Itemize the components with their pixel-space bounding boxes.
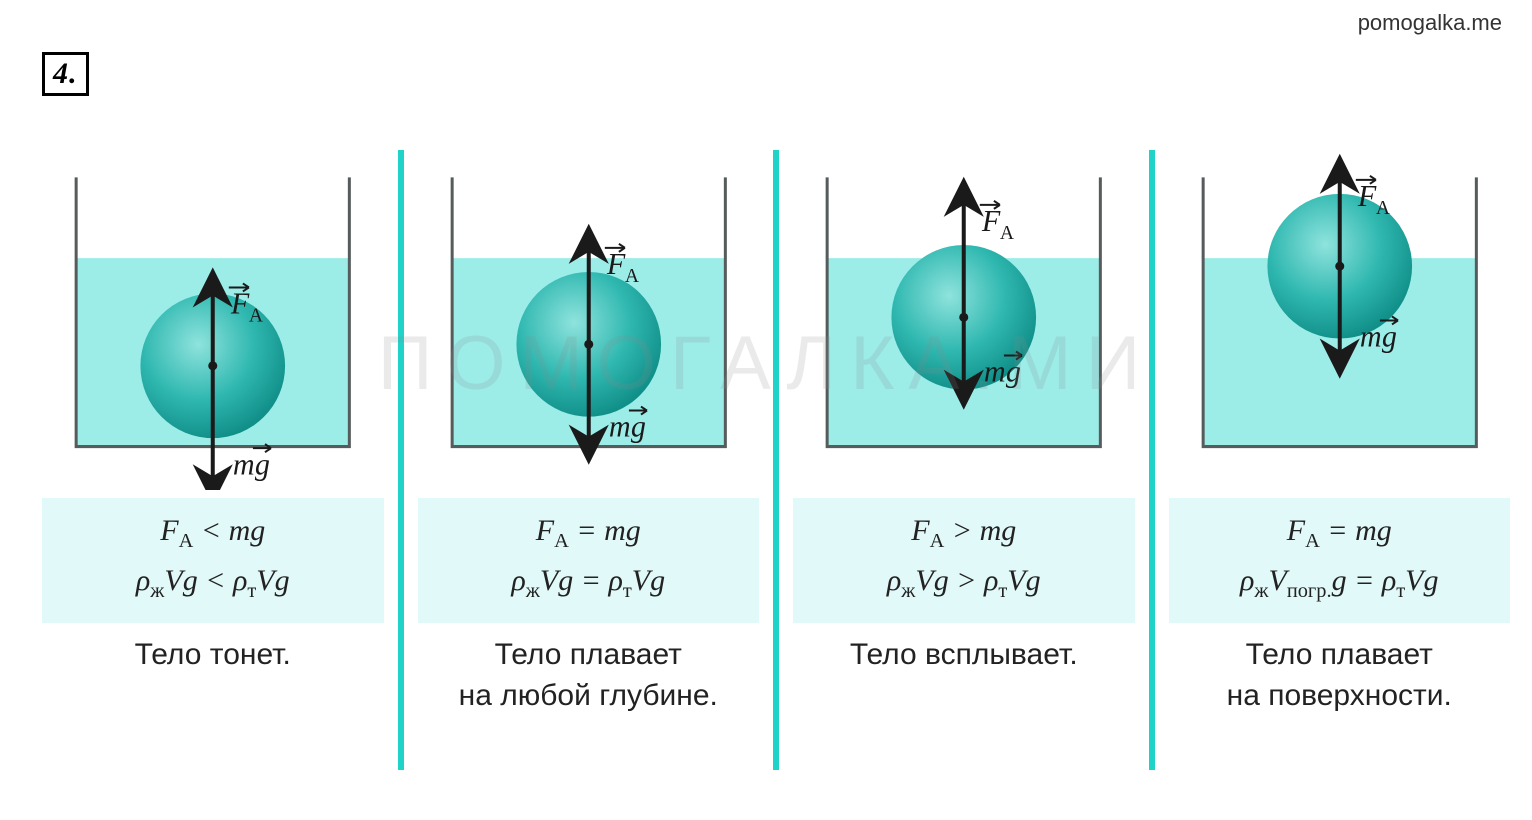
svg-text:A: A (249, 306, 263, 327)
watermark-top-right: pomogalka.me (1358, 10, 1502, 36)
formula-line2: ρжVg > ρтVg (797, 558, 1131, 608)
label-mg: m g (984, 351, 1022, 388)
diagram-svg: F A m g (42, 150, 384, 490)
question-number: 4 (53, 57, 68, 90)
svg-text:g: g (1006, 355, 1021, 389)
formula-line1: FA = mg (1173, 508, 1507, 558)
diagram-svg: F A m g (793, 150, 1135, 490)
question-dot: . (68, 57, 76, 90)
formula-rise: FA > mg ρжVg > ρтVg (793, 498, 1135, 623)
diagram-sink: F A m g (42, 150, 384, 490)
formula-line2: ρжVпогр.g = ρтVg (1173, 558, 1507, 608)
svg-text:F: F (605, 247, 625, 281)
caption-neutral: Тело плаваетна любой глубине. (418, 635, 760, 716)
formula-line1: FA = mg (422, 508, 756, 558)
formula-sink: FA < mg ρжVg < ρтVg (42, 498, 384, 623)
panel-neutral: F A m g FA = mg ρжVg = ρтVg Тело плавает… (406, 150, 772, 770)
svg-text:F: F (230, 287, 250, 321)
svg-text:g: g (255, 447, 270, 481)
caption-rise: Тело всплывает. (793, 635, 1135, 676)
svg-text:g: g (1381, 320, 1396, 354)
panel-float: F A m g FA = mg ρжVпогр.g = ρтVg Тело пл… (1157, 150, 1523, 770)
formula-line2: ρжVg = ρтVg (422, 558, 756, 608)
label-fa: F A (1355, 176, 1389, 219)
label-fa: F A (604, 244, 638, 287)
svg-text:F: F (1356, 179, 1376, 213)
panel-divider (1149, 150, 1155, 770)
svg-text:F: F (981, 204, 1001, 238)
svg-text:m: m (608, 410, 630, 444)
panels-row: F A m g FA < mg ρжVg < ρтVg Тело тонет. (30, 150, 1522, 770)
diagram-rise: F A m g (793, 150, 1135, 490)
panel-rise: F A m g FA > mg ρжVg > ρтVg Тело всплыва… (781, 150, 1147, 770)
formula-line1: FA > mg (797, 508, 1131, 558)
formula-neutral: FA = mg ρжVg = ρтVg (418, 498, 760, 623)
caption-sink: Тело тонет. (42, 635, 384, 676)
caption-float: Тело плаваетна поверхности. (1169, 635, 1511, 716)
label-fa: F A (980, 201, 1014, 244)
formula-float: FA = mg ρжVпогр.g = ρтVg (1169, 498, 1511, 623)
svg-text:A: A (1375, 198, 1389, 219)
panel-divider (773, 150, 779, 770)
formula-line2: ρжVg < ρтVg (46, 558, 380, 608)
formula-line1: FA < mg (46, 508, 380, 558)
panel-divider (398, 150, 404, 770)
diagram-svg: F A m g (1169, 150, 1511, 490)
diagram-svg: F A m g (418, 150, 760, 490)
question-number-box: 4. (42, 52, 89, 96)
diagram-float: F A m g (1169, 150, 1511, 490)
label-mg: m g (608, 407, 646, 444)
panel-sink: F A m g FA < mg ρжVg < ρтVg Тело тонет. (30, 150, 396, 770)
svg-text:g: g (630, 410, 645, 444)
svg-text:m: m (984, 355, 1006, 389)
svg-text:A: A (1000, 223, 1014, 244)
svg-text:m: m (233, 447, 255, 481)
label-mg: m g (1359, 316, 1397, 353)
svg-text:m: m (1359, 320, 1381, 354)
label-mg: m g (233, 444, 271, 481)
diagram-neutral: F A m g (418, 150, 760, 490)
svg-text:A: A (624, 266, 638, 287)
